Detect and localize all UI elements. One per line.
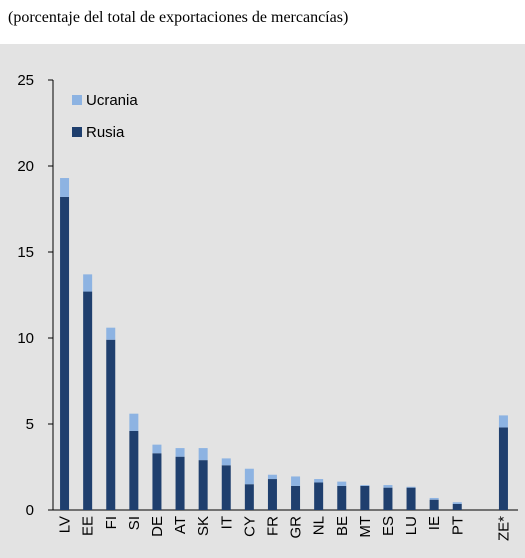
legend-label: Ucrania bbox=[86, 92, 138, 109]
bar-segment bbox=[498, 415, 508, 428]
bar-segment bbox=[383, 485, 393, 488]
bar-segment bbox=[60, 196, 70, 510]
bar-segment bbox=[106, 327, 116, 340]
x-tick-label: GR bbox=[288, 516, 305, 539]
y-tick-label: 0 bbox=[26, 502, 34, 519]
x-tick-label: EE bbox=[80, 516, 97, 536]
x-tick-label: PT bbox=[449, 516, 466, 535]
bar-segment bbox=[360, 485, 370, 486]
bar-segment bbox=[244, 468, 254, 485]
bar-segment bbox=[267, 474, 277, 480]
bar-segment bbox=[337, 485, 347, 510]
x-tick-label: LV bbox=[57, 516, 74, 533]
bar-segment bbox=[383, 487, 393, 510]
bar-segment bbox=[129, 430, 139, 510]
bar-segment bbox=[175, 448, 185, 457]
chart-subtitle: (porcentaje del total de exportaciones d… bbox=[8, 9, 348, 26]
bar-segment bbox=[175, 456, 185, 510]
bar-segment bbox=[152, 444, 162, 454]
x-tick-label: SI bbox=[126, 516, 143, 530]
bar-segment bbox=[406, 487, 416, 510]
bar-segment bbox=[83, 274, 93, 292]
x-tick-label: ES bbox=[380, 516, 397, 536]
bar-segment bbox=[60, 178, 70, 197]
legend-swatch bbox=[72, 95, 82, 105]
bar-segment bbox=[129, 413, 139, 431]
bar-segment bbox=[244, 484, 254, 510]
chart-background bbox=[0, 44, 525, 558]
y-tick-label: 10 bbox=[17, 330, 34, 347]
legend-label: Rusia bbox=[86, 124, 125, 141]
legend-swatch bbox=[72, 127, 82, 137]
y-tick-label: 5 bbox=[26, 416, 34, 433]
bar-segment bbox=[498, 427, 508, 510]
bar-segment bbox=[221, 465, 231, 510]
x-tick-label: BE bbox=[334, 516, 351, 536]
x-tick-label: LU bbox=[403, 516, 420, 535]
bar-segment bbox=[267, 479, 277, 510]
x-tick-label: AT bbox=[172, 516, 189, 534]
bar-segment bbox=[152, 453, 162, 510]
y-tick-label: 25 bbox=[17, 72, 34, 89]
x-tick-label: FI bbox=[103, 516, 120, 529]
x-tick-label: DE bbox=[149, 516, 166, 537]
x-tick-label: SK bbox=[195, 516, 212, 536]
y-tick-label: 15 bbox=[17, 244, 34, 261]
bar-segment bbox=[429, 499, 439, 510]
x-tick-label: IE bbox=[426, 516, 443, 530]
bar-segment bbox=[429, 497, 439, 500]
bar-segment bbox=[83, 291, 93, 510]
bar-segment bbox=[337, 481, 347, 486]
y-tick-label: 20 bbox=[17, 158, 34, 175]
bar-segment bbox=[106, 339, 116, 510]
x-tick-label: FR bbox=[264, 516, 281, 536]
bar-segment bbox=[314, 482, 324, 510]
bar-segment bbox=[406, 486, 416, 488]
bar-segment bbox=[452, 502, 462, 504]
bar-segment bbox=[452, 503, 462, 510]
x-tick-label: CY bbox=[241, 516, 258, 537]
bar-segment bbox=[198, 448, 208, 461]
x-tick-label: ZE* bbox=[495, 516, 512, 541]
x-tick-label: MT bbox=[357, 516, 374, 538]
bar-segment bbox=[198, 460, 208, 510]
bar-segment bbox=[314, 479, 324, 483]
bar-segment bbox=[360, 485, 370, 510]
bar-segment bbox=[291, 485, 301, 510]
x-tick-label: NL bbox=[311, 516, 328, 535]
bar-segment bbox=[221, 458, 231, 466]
bar-segment bbox=[291, 476, 301, 486]
x-tick-label: IT bbox=[218, 516, 235, 529]
